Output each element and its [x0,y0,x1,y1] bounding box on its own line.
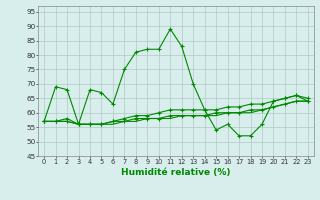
X-axis label: Humidité relative (%): Humidité relative (%) [121,168,231,177]
